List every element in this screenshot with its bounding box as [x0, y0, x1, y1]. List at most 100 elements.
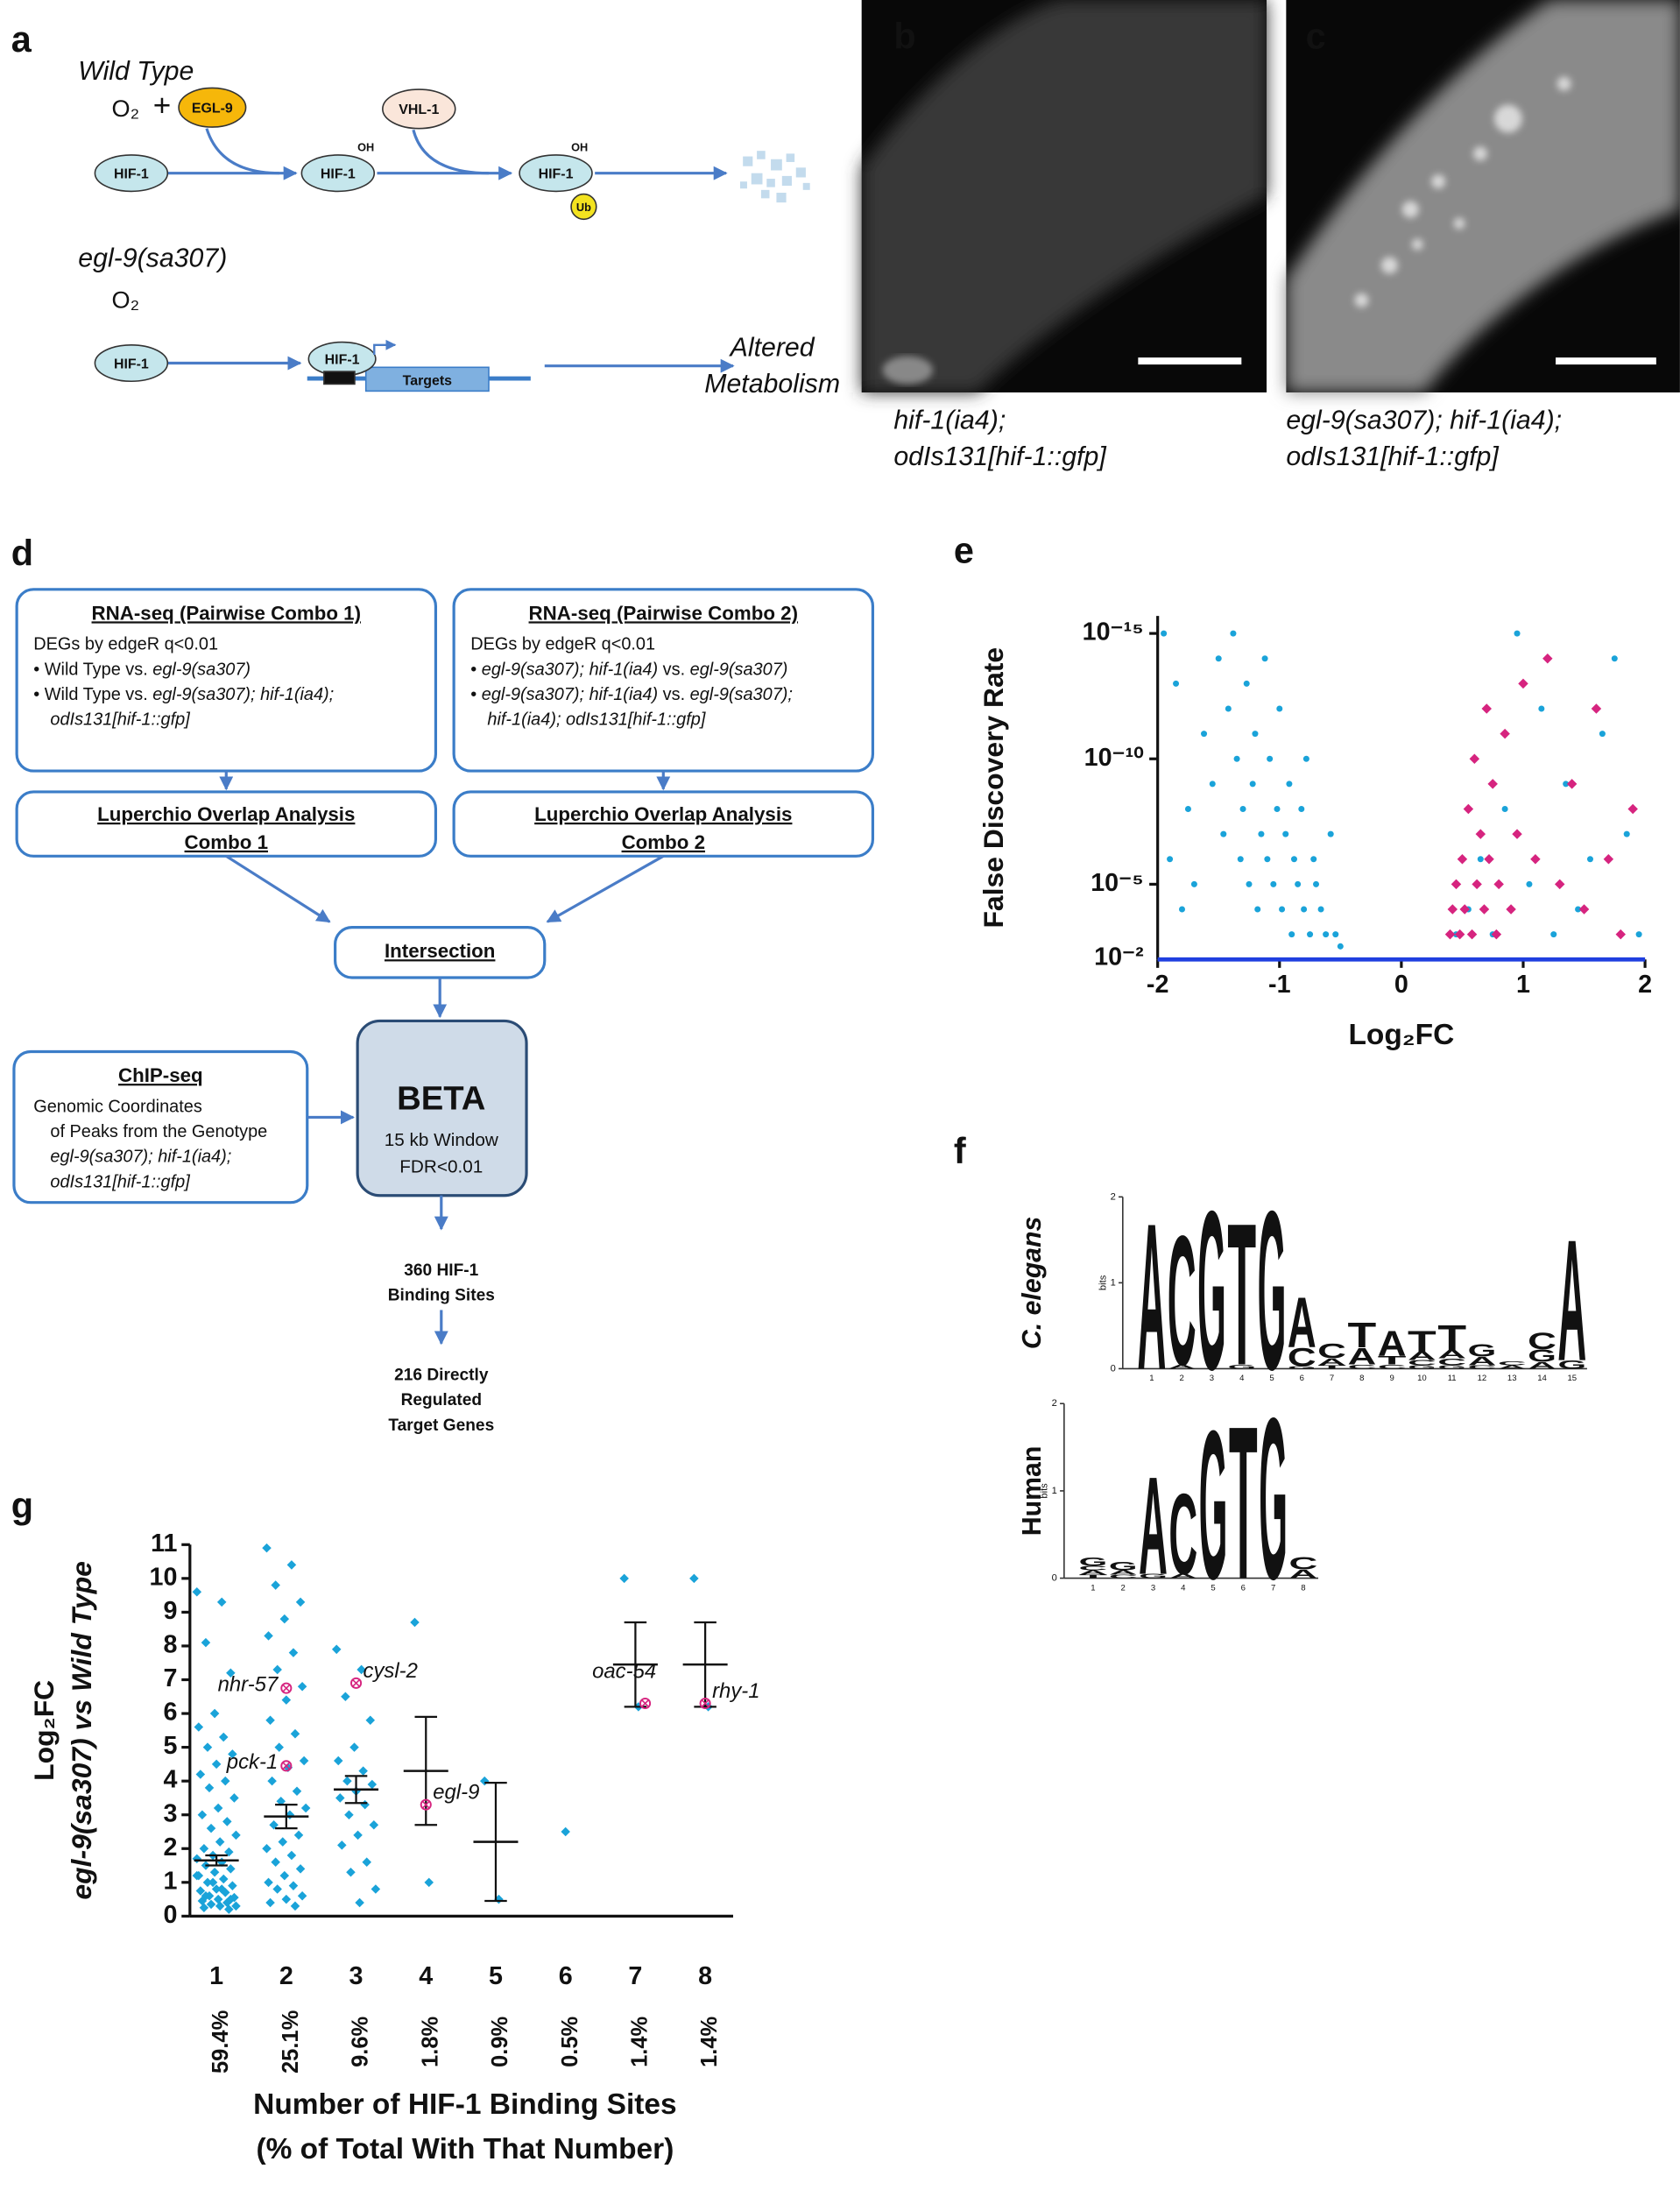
point	[1487, 779, 1498, 789]
point	[331, 1644, 342, 1655]
position-label: 8	[1301, 1583, 1305, 1593]
logo-letter: G	[1288, 1366, 1316, 1370]
logo-letter: C	[1168, 1470, 1197, 1599]
percent-label: 1.4%	[697, 2017, 722, 2067]
logo-letter: C	[1378, 1363, 1407, 1370]
logo-letter: C	[1288, 1343, 1316, 1372]
box-line: • Wild Type vs. egl-9(sa307); hif-1(ia4)…	[33, 685, 334, 704]
logo-letter: A	[1528, 1360, 1556, 1371]
point	[271, 1580, 280, 1590]
diagram-label: VHL-1	[399, 102, 439, 117]
point	[1258, 830, 1265, 837]
logo-letter: C	[1109, 1574, 1138, 1579]
point	[226, 1668, 236, 1678]
text-segment: egl-9(sa307)	[690, 661, 788, 680]
annotation: pck-1	[226, 1750, 278, 1774]
point	[1237, 856, 1244, 863]
error-bar	[414, 1715, 438, 1826]
logo-letter: C	[1437, 1357, 1466, 1367]
logo-letter: A	[1468, 1355, 1497, 1368]
point	[202, 1742, 213, 1752]
logo-letter: G	[1139, 1573, 1168, 1580]
arrow-branch	[412, 129, 490, 175]
point	[204, 1783, 215, 1793]
point	[1615, 929, 1627, 940]
logo-letter: G	[1197, 1164, 1226, 1417]
y-tick-label: 9	[164, 1597, 178, 1625]
position-label: 3	[1151, 1583, 1155, 1593]
x-tick-label: 7	[628, 1962, 642, 1990]
diagram-label: EGL-9	[192, 102, 233, 117]
point	[211, 1884, 222, 1894]
image-caption: egl-9(sa307); hif-1(ia4);	[1286, 406, 1562, 434]
y-axis-label: False Discovery Rate	[978, 647, 1009, 929]
box-title: RNA-seq (Pairwise Combo 2)	[529, 602, 798, 624]
y-tick-label: 4	[164, 1766, 178, 1794]
point	[1479, 904, 1490, 915]
logo-ylabel: bits	[1039, 1483, 1049, 1499]
text-segment: egl-9(sa307); hif-1(ia4)	[482, 661, 658, 680]
highlight-cross	[282, 1684, 291, 1692]
point	[299, 1756, 309, 1766]
output-text: 216 Directly	[394, 1366, 489, 1384]
y-tick-label: 6	[164, 1699, 178, 1727]
position-label: 8	[1359, 1374, 1364, 1383]
point	[1538, 705, 1545, 712]
box-title: Intersection	[385, 940, 495, 962]
point	[229, 1793, 239, 1803]
point	[355, 1897, 364, 1908]
logo-letter: T	[1227, 1181, 1256, 1408]
point	[265, 1715, 275, 1726]
point	[1327, 830, 1334, 837]
point	[1286, 781, 1293, 788]
point	[279, 1614, 290, 1624]
diagram-label: HIF-1	[325, 353, 360, 368]
box-line: odIs131[hif-1::gfp]	[50, 710, 190, 730]
point	[1274, 805, 1281, 813]
diagram-label: Ub	[576, 201, 591, 214]
point	[202, 1877, 213, 1888]
y-tick-label: 1	[164, 1867, 178, 1895]
point	[213, 1894, 223, 1904]
logo-letter: G	[1258, 1164, 1287, 1417]
point	[1298, 805, 1305, 813]
logo-letter: C	[1528, 1327, 1556, 1354]
point	[1161, 630, 1168, 637]
highlight-cross	[641, 1699, 650, 1708]
box-line: • Wild Type vs. egl-9(sa307)	[33, 661, 251, 680]
logo-letter: A	[1138, 1181, 1167, 1413]
point	[479, 1776, 490, 1786]
point	[262, 1543, 272, 1553]
output-text: 360 HIF-1	[404, 1261, 478, 1280]
point	[286, 1560, 297, 1570]
point	[262, 1844, 272, 1854]
x-tick-label: 1	[1516, 971, 1530, 999]
logo-letter: G	[1468, 1340, 1497, 1360]
point	[1491, 929, 1502, 940]
position-label: 11	[1448, 1374, 1457, 1383]
position-label: 9	[1389, 1374, 1394, 1383]
point	[689, 1573, 699, 1584]
annotation: rhy-1	[712, 1679, 759, 1703]
micrograph-c	[1286, 0, 1680, 392]
point	[365, 1715, 376, 1726]
point	[269, 1820, 279, 1830]
error-bar	[624, 1621, 647, 1708]
logo-letter: C	[1498, 1360, 1527, 1367]
point	[222, 1817, 232, 1826]
point	[1264, 856, 1271, 863]
box-title: Luperchio Overlap Analysis	[534, 803, 792, 825]
point	[410, 1617, 420, 1628]
point	[1542, 653, 1553, 664]
point	[1201, 731, 1208, 738]
text-segment: • Wild Type vs.	[33, 685, 152, 704]
point	[224, 1904, 234, 1914]
logo-letter: A	[1109, 1569, 1138, 1576]
flow-box	[12, 1049, 309, 1204]
point	[279, 1870, 290, 1881]
highlight-cross	[351, 1678, 361, 1687]
point	[1518, 678, 1528, 689]
box-title: RNA-seq (Pairwise Combo 1)	[92, 602, 361, 624]
point	[1167, 856, 1174, 863]
point	[1451, 879, 1462, 890]
